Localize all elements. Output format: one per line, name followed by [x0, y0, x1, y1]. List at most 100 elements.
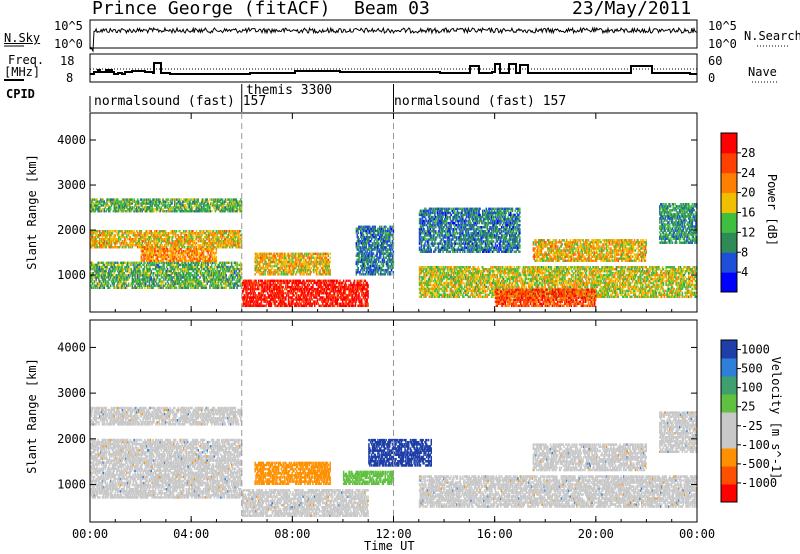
echo-cell: [285, 296, 287, 298]
echo-cell: [191, 264, 193, 266]
echo-cell: [161, 280, 163, 282]
echo-cell: [349, 305, 351, 307]
echo-cell: [208, 266, 210, 268]
echo-cell: [133, 264, 135, 266]
echo-cell: [261, 303, 263, 305]
echo-cell: [261, 282, 263, 284]
echo-cell: [326, 290, 328, 292]
echo-cell: [367, 284, 369, 286]
echo-cell: [170, 285, 172, 287]
echo-cell: [170, 274, 172, 276]
echo-cell: [211, 210, 213, 212]
echo-cell: [226, 287, 228, 289]
echo-cell: [162, 287, 164, 289]
echo-cell: [292, 292, 294, 294]
echo-cell: [218, 264, 220, 266]
echo-cell: [123, 287, 125, 289]
echo-cell: [226, 276, 228, 278]
echo-cell: [141, 230, 143, 232]
echo-cell: [349, 303, 351, 305]
echo-cell: [105, 264, 107, 266]
echo-cell: [319, 292, 321, 294]
echo-cell: [350, 282, 352, 284]
echo-cell: [180, 274, 182, 276]
echo-cell: [177, 264, 179, 266]
echo-cell: [109, 287, 111, 289]
echo-cell: [173, 264, 175, 266]
echo-cell: [360, 282, 362, 284]
echo-cell: [263, 292, 265, 294]
echo-cell: [301, 300, 303, 302]
echo-cell: [184, 266, 186, 268]
echo-cell: [231, 264, 233, 266]
echo-cell: [106, 268, 108, 270]
echo-cell: [183, 230, 185, 232]
echo-cell: [188, 285, 190, 287]
echo-cell: [255, 284, 256, 286]
echo-cell: [170, 262, 172, 264]
echo-cell: [257, 303, 259, 305]
echo-cell: [125, 274, 127, 276]
echo-cell: [172, 282, 174, 284]
echo-cell: [99, 276, 101, 278]
echo-cell: [213, 248, 215, 250]
echo-cell: [233, 274, 235, 276]
echo-cell: [289, 303, 291, 305]
echo-cell: [291, 303, 293, 305]
echo-cell: [264, 286, 266, 288]
echo-cell: [349, 280, 351, 282]
echo-cell: [287, 284, 289, 286]
echo-cell: [253, 292, 255, 294]
echo-cell: [316, 294, 318, 296]
echo-cell: [271, 303, 273, 305]
echo-cell: [305, 303, 307, 305]
echo-cell: [133, 282, 135, 284]
echo-cell: [362, 290, 364, 292]
echo-cell: [121, 276, 123, 278]
echo-cell: [192, 282, 194, 284]
echo-cell: [208, 230, 210, 232]
echo-cell: [158, 264, 160, 266]
echo-cell: [104, 287, 106, 289]
echo-cell: [146, 266, 148, 268]
echo-cell: [209, 276, 211, 278]
freq-frame: [90, 54, 697, 82]
echo-cell: [220, 276, 222, 278]
echo-cell: [111, 272, 113, 274]
echo-cell: [159, 262, 161, 264]
echo-cell: [210, 282, 212, 284]
echo-cell: [357, 280, 359, 282]
echo-cell: [288, 294, 290, 296]
echo-cell: [93, 287, 95, 289]
echo-cell: [270, 300, 272, 302]
echo-cell: [188, 287, 190, 289]
echo-cell: [176, 248, 178, 250]
echo-cell: [170, 248, 172, 250]
echo-cell: [213, 276, 215, 278]
echo-cell: [162, 262, 164, 264]
echo-cell: [190, 198, 192, 200]
echo-cell: [149, 287, 151, 289]
echo-cell: [188, 262, 190, 264]
echo-cell: [156, 282, 158, 284]
echo-cell: [271, 273, 273, 275]
echo-cell: [267, 284, 269, 286]
echo-cell: [128, 274, 129, 276]
echo-cell: [182, 236, 184, 238]
echo-cell: [185, 256, 187, 258]
echo-cell: [158, 260, 160, 262]
echo-cell: [282, 292, 284, 294]
echo-cell: [99, 230, 101, 232]
echo-cell: [325, 284, 327, 286]
echo-cell: [337, 303, 339, 305]
echo-cell: [125, 262, 127, 264]
echo-cell: [306, 290, 308, 292]
echo-cell: [351, 292, 353, 294]
echo-cell: [356, 292, 358, 294]
echo-cell: [178, 268, 180, 270]
echo-cell: [139, 266, 141, 268]
echo-cell: [316, 284, 318, 286]
echo-cell: [110, 285, 112, 287]
echo-cell: [178, 276, 180, 278]
echo-cell: [98, 264, 100, 266]
